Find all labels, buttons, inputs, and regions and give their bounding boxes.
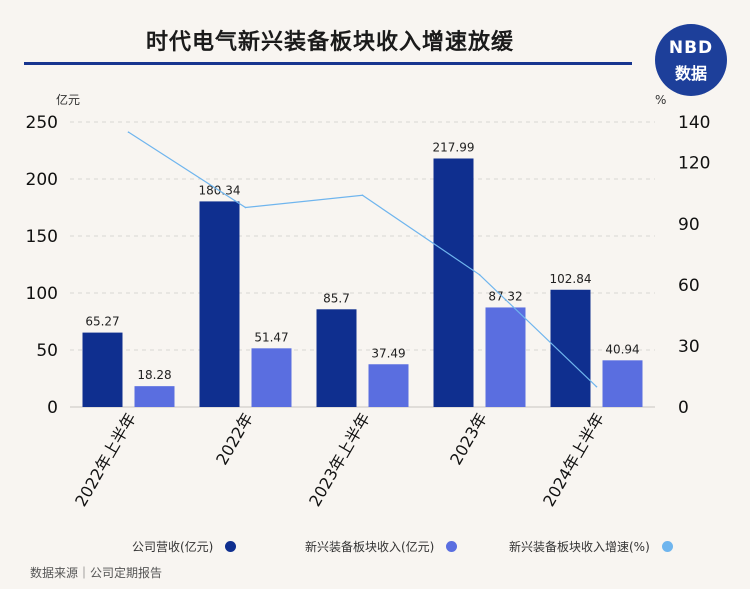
right-axis-tick-label-1: 30: [678, 337, 700, 357]
growth-rate-line: [128, 131, 597, 388]
chart-legend: 公司营收(亿元) 新兴装备板块收入(亿元) 新兴装备板块收入增速(%): [0, 538, 750, 558]
logo-text-nbd: NBD: [668, 38, 714, 58]
bar-segment-revenue-4: [602, 360, 643, 407]
chart-title: 时代电气新兴装备板块收入增速放缓: [145, 30, 514, 55]
x-axis-tick-label-2: 2023年上半年: [305, 410, 374, 510]
growth-point-3: [478, 273, 481, 276]
bar-revenue-0: [82, 332, 123, 407]
title-underline: [24, 62, 632, 65]
bar-revenue-3: [433, 158, 474, 407]
growth-point-4: [595, 385, 598, 388]
nbd-logo: NBD 数据: [655, 24, 727, 96]
data-label-segment-revenue-4: 40.94: [605, 342, 639, 356]
right-axis-tick-label-3: 90: [678, 215, 700, 235]
legend-item-2: 新兴装备板块收入增速(%): [509, 538, 673, 555]
bar-segment-revenue-0: [134, 386, 175, 407]
left-axis-tick-label-5: 250: [26, 113, 58, 133]
bar-segment-revenue-3: [485, 307, 526, 407]
x-axis-tick-label-4: 2024年上半年: [539, 410, 608, 510]
right-axis-tick-label-0: 0: [678, 398, 689, 418]
left-axis-tick-label-1: 50: [36, 341, 58, 361]
legend-swatch-2: [662, 541, 673, 552]
bar-segment-revenue-1: [251, 348, 292, 407]
bar-segment-revenue-2: [368, 364, 409, 407]
x-axis-tick-label-0: 2022年上半年: [71, 410, 140, 510]
data-source-note: 数据来源｜公司定期报告: [30, 566, 163, 580]
legend-item-0: 公司营收(亿元): [132, 538, 236, 555]
bar-revenue-1: [199, 201, 240, 407]
right-axis-tick-label-2: 60: [678, 276, 700, 296]
right-axis-unit: %: [655, 93, 666, 107]
right-axis-tick-label-4: 120: [678, 154, 710, 174]
left-axis-tick-label-4: 200: [26, 170, 58, 190]
left-axis-tick-label-0: 0: [47, 398, 58, 418]
data-label-revenue-3: 217.99: [433, 140, 475, 154]
legend-label-1: 新兴装备板块收入(亿元): [305, 540, 435, 554]
data-label-revenue-4: 102.84: [550, 272, 592, 286]
legend-label-2: 新兴装备板块收入增速(%): [509, 540, 650, 554]
left-axis-tick-label-3: 150: [26, 227, 58, 247]
x-axis-tick-label-3: 2023年: [446, 410, 491, 469]
growth-point-1: [244, 206, 247, 209]
data-label-revenue-0: 65.27: [85, 315, 119, 329]
data-label-segment-revenue-0: 18.28: [137, 368, 171, 382]
left-axis-tick-label-2: 100: [26, 284, 58, 304]
right-axis-tick-label-5: 140: [678, 113, 710, 133]
data-label-revenue-2: 85.7: [323, 291, 350, 305]
chart-canvas: 0 50 100 150 200 250 0 30 60 90 120 140 亿元 % 65.27 18.2…: [26, 92, 711, 510]
legend-swatch-0: [225, 541, 236, 552]
data-label-segment-revenue-3: 87.32: [488, 289, 522, 303]
data-label-segment-revenue-1: 51.47: [254, 330, 288, 344]
growth-point-2: [361, 194, 364, 197]
x-axis-tick-label-1: 2022年: [212, 410, 257, 469]
logo-text-data: 数据: [674, 64, 707, 83]
bar-revenue-2: [316, 309, 357, 407]
legend-swatch-1: [446, 541, 457, 552]
growth-point-0: [127, 131, 130, 133]
legend-item-1: 新兴装备板块收入(亿元): [305, 538, 457, 555]
data-label-segment-revenue-2: 37.49: [371, 346, 405, 360]
legend-label-0: 公司营收(亿元): [132, 540, 214, 554]
left-axis-unit: 亿元: [56, 92, 80, 107]
